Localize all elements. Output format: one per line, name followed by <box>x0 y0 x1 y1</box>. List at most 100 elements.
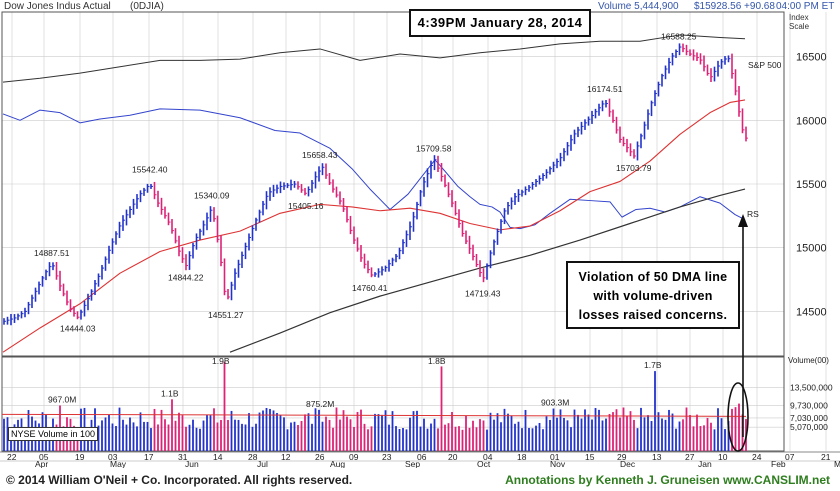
volume-tick-label: 13,500,000 <box>790 383 833 393</box>
volume-bar <box>262 410 264 451</box>
volume-bar <box>409 417 411 451</box>
volume-legend: NYSE Volume in 100 <box>8 427 98 441</box>
arrow-head <box>738 214 748 227</box>
volume-bar <box>486 429 488 451</box>
date-tick-label: 23 <box>382 452 392 462</box>
volume-bar <box>174 420 177 451</box>
price-tick-label: 14500 <box>796 306 827 318</box>
volume-bar <box>188 424 191 451</box>
volume-bar <box>461 429 464 451</box>
date-tick-label: 07 <box>785 452 795 462</box>
price-callout-label: 15658.43 <box>302 150 338 160</box>
volume-axis-label: Volume(00) <box>788 356 829 365</box>
volume-bar <box>346 416 348 451</box>
volume-bar <box>482 420 485 451</box>
volume-bar <box>374 413 376 451</box>
volume-bar <box>496 413 499 451</box>
volume-bar <box>493 419 495 451</box>
index-symbol: (0DJIA) <box>130 1 164 12</box>
volume-bar <box>283 417 285 451</box>
volume-bar <box>363 423 366 451</box>
volume-bar <box>563 417 565 451</box>
volume-bar <box>164 419 166 451</box>
volume-bar <box>475 427 478 451</box>
volume-bar <box>356 411 359 451</box>
date-tick-label: 12 <box>281 452 291 462</box>
month-tick-label: Feb <box>771 459 786 469</box>
price-panel-frame <box>1 11 785 357</box>
date-tick-label: 10 <box>718 452 728 462</box>
volume-bar <box>479 419 481 451</box>
date-tick-label: 21 <box>821 452 831 462</box>
date-tick-label: 26 <box>315 452 325 462</box>
date-tick-label: 14 <box>213 452 223 462</box>
volume-bar <box>682 419 684 451</box>
volume-bar <box>559 409 562 451</box>
month-tick-label: Sep <box>405 459 420 469</box>
volume-bar <box>528 427 530 451</box>
volume-bar <box>657 412 660 451</box>
volume-bar <box>661 418 663 451</box>
volume-bar <box>157 424 159 451</box>
price-callout-label: 15340.09 <box>194 190 230 200</box>
volume-callout-label: 1.8B <box>428 356 446 366</box>
annotation-line-2: with volume-driven <box>593 289 713 303</box>
month-tick-label: Jul <box>257 459 268 469</box>
volume-bar <box>521 428 523 451</box>
volume-bar <box>213 408 215 451</box>
volume-bar <box>696 414 698 451</box>
volume-bar <box>332 427 334 451</box>
date-tick-label: 27 <box>685 452 695 462</box>
date-tick-label: 29 <box>617 452 627 462</box>
month-tick-label: Oct <box>477 459 491 469</box>
volume-bar <box>675 428 677 451</box>
volume-bar <box>440 366 443 451</box>
volume-callout-label: 1.7B <box>644 360 662 370</box>
volume-bar <box>531 428 534 451</box>
volume-bar <box>216 422 219 451</box>
volume-bar <box>468 427 471 451</box>
volume-bar <box>699 426 702 451</box>
volume-bar <box>202 420 205 451</box>
date-tick-label: 15 <box>585 452 595 462</box>
date-tick-label: 04 <box>483 452 493 462</box>
month-tick-label: May <box>110 459 127 469</box>
volume-bar <box>244 424 247 451</box>
volume-bar <box>734 407 737 451</box>
volume-bar <box>671 413 674 451</box>
price-callout-label: 15703.79 <box>616 163 652 173</box>
volume-bar <box>566 420 569 451</box>
volume-bar <box>318 409 320 451</box>
timestamp-box: 4:39PM January 28, 2014 <box>409 9 591 37</box>
volume-bar <box>290 422 292 451</box>
volume-bar <box>577 414 579 451</box>
date-tick-label: 22 <box>7 452 17 462</box>
volume-bar <box>101 420 103 451</box>
volume-bar <box>342 410 345 451</box>
month-tick-label: Jan <box>698 459 712 469</box>
volume-bar <box>104 417 107 451</box>
volume-bar <box>545 416 548 451</box>
volume-bar <box>251 426 254 451</box>
volume-bar <box>178 412 180 451</box>
month-tick-label: Nov <box>550 459 566 469</box>
volume-bar <box>689 414 691 451</box>
volume-bar <box>720 418 723 451</box>
index-scale-label-2: Scale <box>789 22 810 31</box>
volume-bar <box>489 412 492 451</box>
volume-bar <box>391 411 394 451</box>
volume-bar <box>220 419 222 451</box>
volume-bar <box>276 412 278 451</box>
volume-bar <box>321 421 324 451</box>
volume-bar <box>325 416 327 451</box>
volume-bar <box>608 413 611 451</box>
volume-bar <box>650 421 653 451</box>
date-tick-label: 13 <box>652 452 662 462</box>
volume-bar <box>150 428 152 451</box>
volume-bar <box>605 418 607 451</box>
volume-bar <box>108 414 110 451</box>
sp500-line <box>2 34 746 83</box>
volume-bar <box>430 423 432 451</box>
date-tick-label: 24 <box>752 452 762 462</box>
chart-labels: 14887.51 14444.03 15542.40 15340.09 14844.22… <box>34 31 782 409</box>
